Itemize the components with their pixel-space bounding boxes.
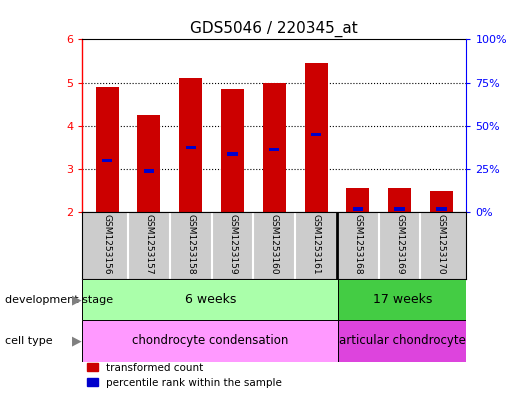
Text: GSM1253169: GSM1253169: [395, 214, 404, 275]
Text: GSM1253156: GSM1253156: [103, 214, 112, 275]
Text: articular chondrocyte: articular chondrocyte: [339, 334, 466, 347]
Bar: [352, 208, 363, 211]
Bar: [394, 208, 405, 211]
Text: GSM1253159: GSM1253159: [228, 214, 237, 275]
Text: GSM1253168: GSM1253168: [354, 214, 363, 275]
Text: GSM1253161: GSM1253161: [312, 214, 321, 275]
Text: ▶: ▶: [72, 334, 82, 348]
Bar: [346, 188, 369, 212]
Bar: [82, 320, 338, 362]
Bar: [430, 191, 453, 212]
Bar: [263, 83, 286, 212]
Text: GSM1253158: GSM1253158: [186, 214, 195, 275]
Bar: [338, 279, 466, 320]
Text: chondrocyte condensation: chondrocyte condensation: [132, 334, 288, 347]
Text: 17 weeks: 17 weeks: [373, 293, 432, 306]
Bar: [144, 169, 154, 173]
Text: ▶: ▶: [72, 293, 82, 307]
Bar: [221, 89, 244, 212]
Bar: [388, 188, 411, 212]
Legend: transformed count, percentile rank within the sample: transformed count, percentile rank withi…: [87, 363, 282, 388]
Bar: [338, 320, 466, 362]
Bar: [137, 115, 161, 212]
Text: cell type: cell type: [5, 336, 53, 346]
Bar: [179, 78, 202, 212]
Bar: [311, 133, 321, 136]
Bar: [186, 146, 196, 149]
Text: 6 weeks: 6 weeks: [184, 293, 236, 306]
Bar: [102, 159, 112, 162]
Bar: [436, 208, 446, 211]
Bar: [305, 63, 328, 212]
Bar: [269, 148, 279, 151]
Text: GSM1253170: GSM1253170: [437, 214, 446, 275]
Bar: [227, 152, 237, 156]
Title: GDS5046 / 220345_at: GDS5046 / 220345_at: [190, 20, 358, 37]
Bar: [82, 279, 338, 320]
Text: GSM1253160: GSM1253160: [270, 214, 279, 275]
Text: development stage: development stage: [5, 295, 113, 305]
Bar: [96, 87, 119, 212]
Text: GSM1253157: GSM1253157: [145, 214, 154, 275]
